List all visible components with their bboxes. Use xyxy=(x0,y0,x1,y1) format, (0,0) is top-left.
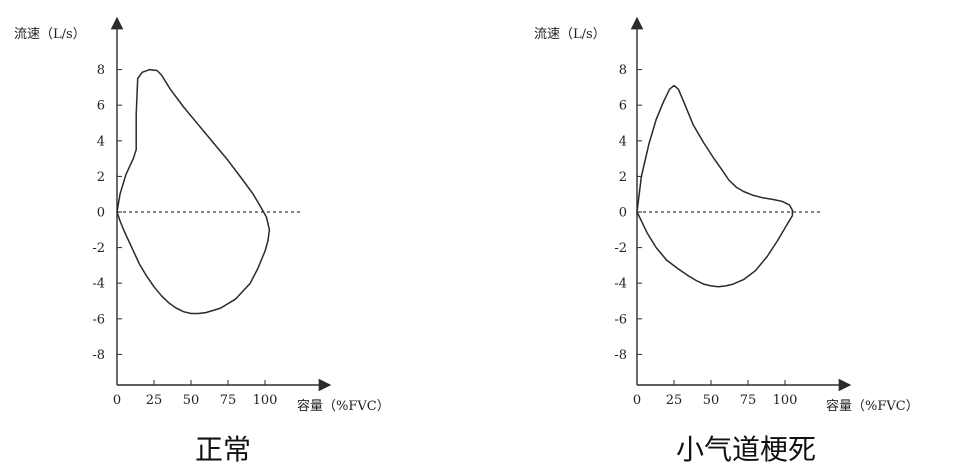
x-tick-label: 25 xyxy=(666,393,683,408)
x-tick-label: 100 xyxy=(773,393,798,408)
x-tick-label: 50 xyxy=(703,393,720,408)
flow-volume-loop xyxy=(636,84,794,288)
x-tick-label: 75 xyxy=(220,393,237,408)
y-tick-label: 0 xyxy=(97,206,105,221)
x-tick-label: 75 xyxy=(740,393,757,408)
y-axis-label: 流速（L/s） xyxy=(534,27,606,42)
y-tick-label: -8 xyxy=(92,348,105,363)
y-tick-label: -6 xyxy=(92,312,105,327)
chart-normal: 8 6 4 2 0 -2 -4 -6 -8 0 25 50 75 100 流速（L/s） 容量（%FVC） 正常 xyxy=(14,16,390,466)
y-axis-label: 流速（L/s） xyxy=(14,27,86,42)
y-tick-label: -4 xyxy=(614,277,627,292)
y-tick-label: -8 xyxy=(614,348,627,363)
y-tick-label: 8 xyxy=(619,63,627,78)
chart-title: 小气道梗死 xyxy=(676,433,816,466)
y-tick-label: 4 xyxy=(97,134,105,149)
x-tick-label: 25 xyxy=(146,393,163,408)
x-axis-label: 容量（%FVC） xyxy=(297,398,390,414)
x-tick-label: 0 xyxy=(633,393,641,408)
y-tick-label: -2 xyxy=(614,241,627,256)
y-tick-label: 8 xyxy=(97,63,105,78)
y-tick-label: 2 xyxy=(97,170,105,185)
x-tick-label: 0 xyxy=(113,393,121,408)
y-tick-label: 6 xyxy=(619,99,627,114)
chart-small-airway-obstruction: 8 6 4 2 0 -2 -4 -6 -8 0 25 50 75 100 流速（L/s） 容量（%FVC） 小气… xyxy=(534,16,919,466)
chart-title: 正常 xyxy=(195,433,251,466)
x-tick-label: 50 xyxy=(183,393,200,408)
y-tick-label: -6 xyxy=(614,312,627,327)
y-tick-label: -2 xyxy=(92,241,105,256)
y-tick-label: 0 xyxy=(619,206,627,221)
y-tick-label: 4 xyxy=(619,134,627,149)
y-tick-label: 2 xyxy=(619,170,627,185)
flow-volume-loop xyxy=(116,68,271,315)
y-tick-label: -4 xyxy=(92,277,105,292)
x-axis-label: 容量（%FVC） xyxy=(826,398,919,414)
y-tick-label: 6 xyxy=(97,99,105,114)
x-tick-label: 100 xyxy=(253,393,278,408)
